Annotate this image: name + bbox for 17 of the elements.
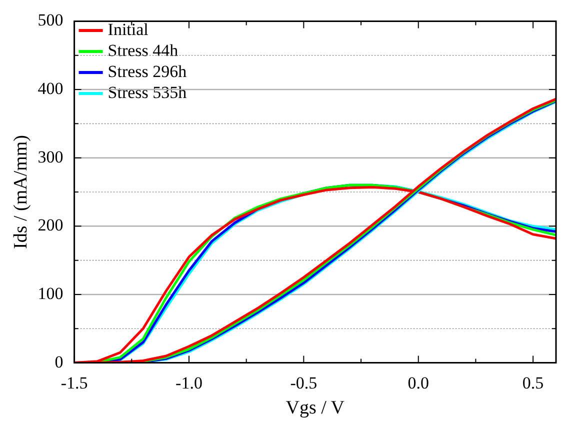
y-axis-title: Ids / (mA/mm) bbox=[10, 135, 32, 249]
legend-label: Stress 296h bbox=[108, 62, 188, 81]
legend-label: Initial bbox=[108, 20, 149, 39]
y-tick-label: 200 bbox=[38, 216, 64, 235]
x-tick-label: -0.5 bbox=[290, 373, 318, 392]
x-tick-label: -1.5 bbox=[60, 373, 88, 392]
y-tick-label: 0 bbox=[54, 352, 64, 372]
y-tick-label: 100 bbox=[38, 284, 64, 303]
y-tick-label: 300 bbox=[38, 147, 64, 166]
x-axis-title: Vgs / V bbox=[286, 398, 345, 419]
x-tick-label: 0.0 bbox=[408, 373, 429, 392]
y-tick-label: 500 bbox=[38, 10, 64, 30]
x-tick-label: -1.0 bbox=[176, 373, 202, 392]
legend-label: Stress 535h bbox=[108, 82, 188, 102]
x-tick-label: 0.5 bbox=[522, 373, 544, 392]
y-tick-label: 400 bbox=[38, 78, 64, 98]
legend-label: Stress 44h bbox=[108, 40, 179, 60]
